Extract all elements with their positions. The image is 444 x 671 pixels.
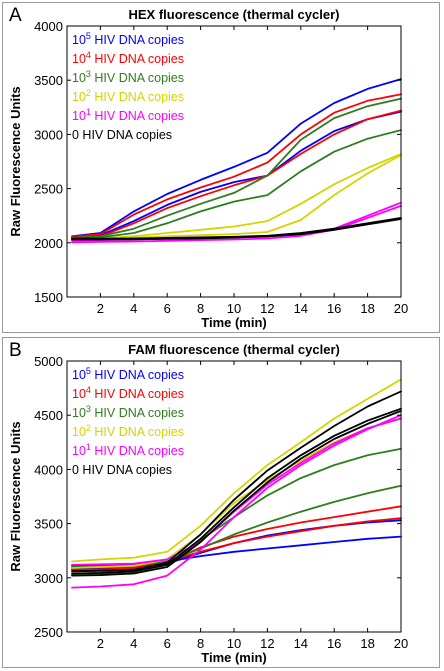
series-line bbox=[71, 414, 402, 589]
y-tick-label: 3500 bbox=[34, 517, 63, 532]
y-tick-label: 4000 bbox=[34, 462, 63, 477]
y-tick-label: 2500 bbox=[34, 625, 63, 640]
x-tick-label: 12 bbox=[260, 636, 274, 651]
x-axis-label: Time (min) bbox=[201, 315, 267, 330]
series-line bbox=[71, 152, 402, 241]
x-tick-label: 14 bbox=[294, 636, 308, 651]
series-line bbox=[71, 517, 402, 569]
y-tick-label: 4000 bbox=[34, 19, 63, 34]
series-line bbox=[71, 407, 402, 575]
legend-entry: 104 HIV DNA copies bbox=[72, 50, 184, 66]
series-line bbox=[71, 519, 402, 571]
series-line bbox=[71, 93, 402, 238]
y-tick-label: 4500 bbox=[34, 408, 63, 423]
x-tick-label: 20 bbox=[394, 301, 408, 316]
series-line bbox=[71, 410, 402, 577]
series-line bbox=[71, 505, 402, 572]
panel-label: B bbox=[9, 340, 22, 361]
series-group bbox=[71, 78, 402, 244]
y-tick-label: 3000 bbox=[34, 127, 63, 142]
x-tick-label: 18 bbox=[360, 301, 374, 316]
series-line bbox=[71, 417, 402, 569]
legend-entry: 103 HIV DNA copies bbox=[72, 69, 184, 85]
legend-entry: 102 HIV DNA copies bbox=[72, 88, 184, 104]
x-tick-label: 20 bbox=[394, 636, 408, 651]
y-tick-label: 2500 bbox=[34, 182, 63, 197]
legend-entry: 103 HIV DNA copies bbox=[72, 404, 184, 420]
series-line bbox=[71, 204, 402, 244]
legend-entry: 101 HIV DNA copies bbox=[72, 107, 184, 123]
x-tick-label: 4 bbox=[130, 301, 137, 316]
chart-panel-hex: A HEX fluorescence (thermal cycler) 2 4 6 8 1… bbox=[2, 2, 440, 333]
series-line bbox=[71, 78, 402, 238]
series-line bbox=[71, 535, 402, 567]
x-tick-label: 2 bbox=[97, 301, 104, 316]
y-tick-label: 1500 bbox=[34, 290, 63, 305]
series-line bbox=[71, 390, 402, 573]
x-tick-label: 6 bbox=[164, 301, 171, 316]
panel-label: A bbox=[9, 5, 22, 26]
series-line bbox=[71, 109, 402, 239]
legend-entry: 105 HIV DNA copies bbox=[72, 366, 184, 382]
x-tick-label: 4 bbox=[130, 636, 137, 651]
x-tick-label: 18 bbox=[360, 636, 374, 651]
series-line bbox=[71, 97, 402, 239]
x-tick-label: 16 bbox=[327, 301, 341, 316]
legend-entry: 0 HIV DNA copies bbox=[72, 463, 172, 477]
legend-entry: 104 HIV DNA copies bbox=[72, 385, 184, 401]
chart-title: FAM fluorescence (thermal cycler) bbox=[128, 342, 340, 357]
x-tick-label: 8 bbox=[197, 301, 204, 316]
series-line bbox=[71, 378, 402, 563]
x-tick-label: 14 bbox=[294, 301, 308, 316]
x-tick-label: 2 bbox=[97, 636, 104, 651]
x-tick-label: 10 bbox=[227, 636, 241, 651]
legend-entry: 101 HIV DNA copies bbox=[72, 442, 184, 458]
series-line bbox=[71, 218, 402, 241]
x-tick-label: 16 bbox=[327, 636, 341, 651]
chart-panel-fam: B FAM fluorescence (thermal cycler) 2 4 6 8 1… bbox=[2, 337, 440, 668]
hex-chart-svg: HEX fluorescence (thermal cycler)2 4 6 8 10 1… bbox=[8, 7, 408, 330]
chart-title: HEX fluorescence (thermal cycler) bbox=[129, 7, 340, 22]
y-tick-label: 3000 bbox=[34, 571, 63, 586]
y-axis-label: Raw Fluorescence Units bbox=[8, 421, 23, 571]
plot-area bbox=[66, 360, 402, 633]
x-axis-label: Time (min) bbox=[201, 650, 267, 665]
legend-entry: 0 HIV DNA copies bbox=[72, 128, 172, 142]
y-tick-label: 5000 bbox=[34, 354, 63, 369]
fam-chart-svg: FAM fluorescence (thermal cycler)2 4 6 8 10 1… bbox=[8, 342, 408, 665]
y-tick-label: 2000 bbox=[34, 236, 63, 251]
x-tick-label: 8 bbox=[197, 636, 204, 651]
x-tick-label: 12 bbox=[260, 301, 274, 316]
x-tick-label: 6 bbox=[164, 636, 171, 651]
legend-entry: 102 HIV DNA copies bbox=[72, 423, 184, 439]
y-tick-label: 3500 bbox=[34, 73, 63, 88]
x-tick-label: 10 bbox=[227, 301, 241, 316]
series-group bbox=[71, 378, 402, 589]
legend-entry: 105 HIV DNA copies bbox=[72, 31, 184, 47]
series-line bbox=[71, 129, 402, 240]
plot-area bbox=[66, 25, 402, 298]
series-line bbox=[71, 110, 402, 239]
y-axis-label: Raw Fluorescence Units bbox=[8, 86, 23, 236]
